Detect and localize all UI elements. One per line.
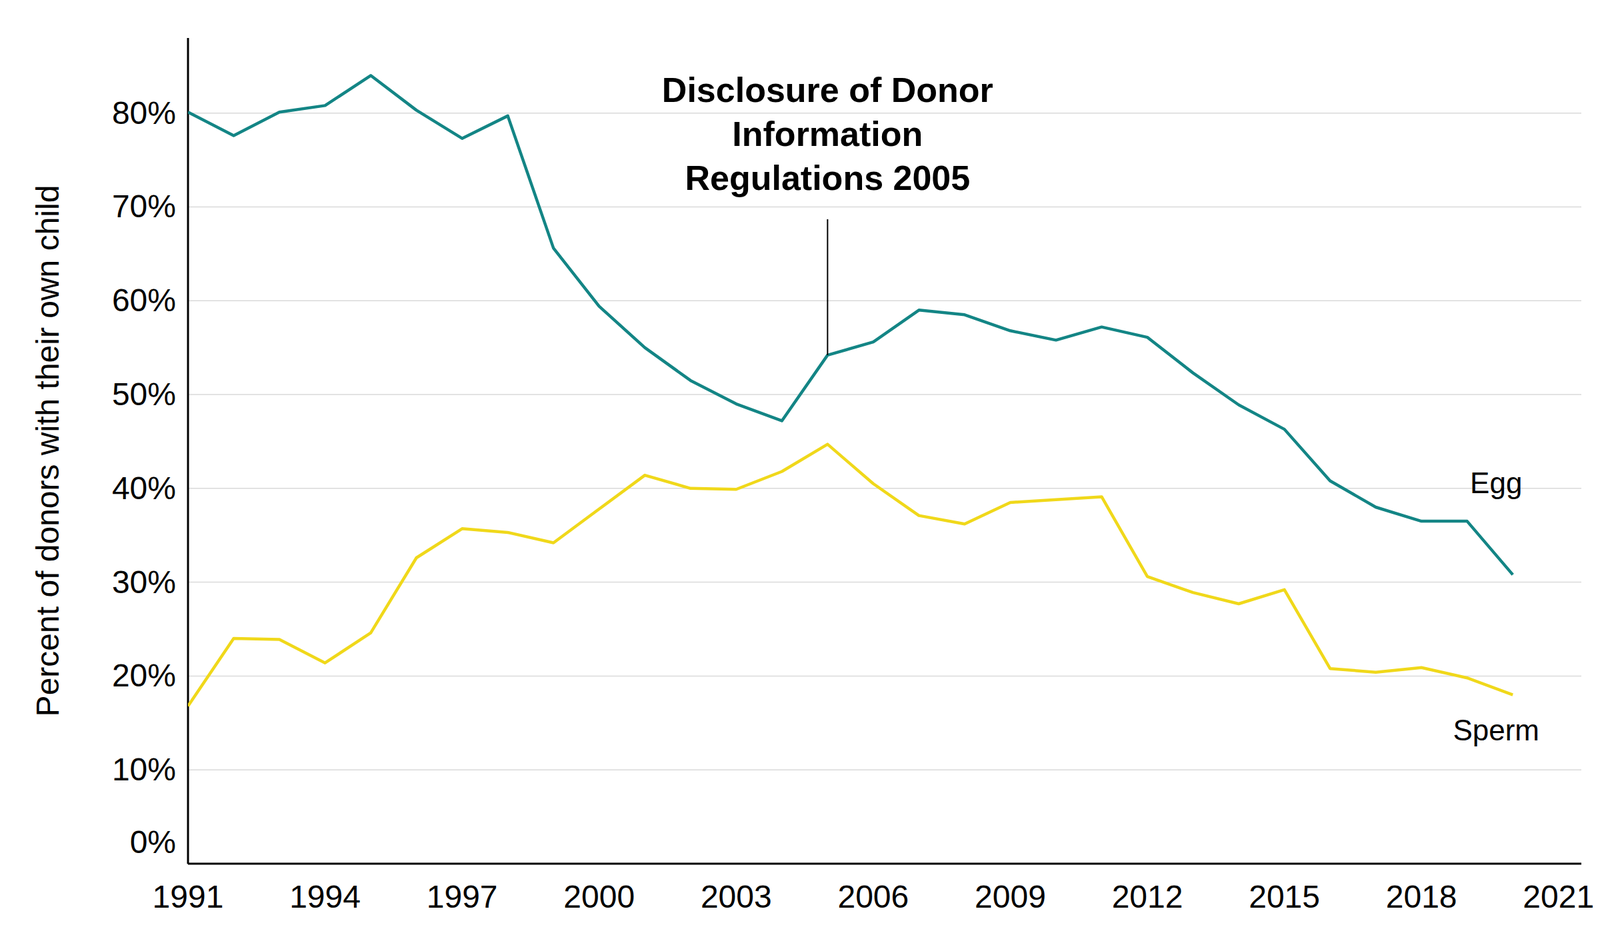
plot-area: [188, 75, 1513, 706]
y-tick-label: 40%: [112, 470, 176, 506]
grid-line: [188, 488, 1582, 490]
annotation-text: Disclosure of Donor: [662, 70, 994, 110]
x-tick-label: 1991: [152, 879, 224, 915]
y-tick-label: 60%: [112, 282, 176, 318]
series-label: Sperm: [1452, 714, 1540, 747]
annotation-line: [826, 219, 828, 356]
y-tick-label: 50%: [112, 376, 176, 412]
y-tick-label: 0%: [130, 824, 176, 860]
y-tick-label: 10%: [112, 752, 176, 788]
y-tick-label: 70%: [112, 188, 176, 224]
series-label: Egg: [1470, 466, 1522, 500]
y-tick-label: 20%: [112, 658, 176, 694]
grid-line: [188, 769, 1582, 771]
x-tick-label: 1994: [289, 879, 361, 915]
x-tick-label: 2012: [1112, 879, 1184, 915]
grid-line: [188, 112, 1582, 114]
grid-line: [188, 394, 1582, 396]
x-tick-label: 1997: [426, 879, 498, 915]
y-tick-label: 80%: [112, 95, 176, 131]
grid-line: [188, 300, 1582, 302]
grid-line: [188, 863, 1582, 865]
x-tick-label: 2018: [1386, 879, 1458, 915]
x-tick-label: 2006: [837, 879, 909, 915]
x-tick-label: 2003: [700, 879, 772, 915]
grid-line: [188, 676, 1582, 678]
y-axis: [187, 38, 190, 864]
x-tick-label: 2000: [563, 879, 635, 915]
x-tick-label: 2009: [974, 879, 1046, 915]
series-line: [188, 444, 1513, 707]
x-tick-label: 2021: [1522, 879, 1594, 915]
annotation-text: Regulations 2005: [684, 158, 970, 198]
series-line: [188, 75, 1513, 575]
grid-line: [188, 206, 1582, 208]
y-tick-label: 30%: [112, 564, 176, 600]
y-axis-label: Percent of donors with their own child: [30, 185, 66, 718]
x-tick-label: 2015: [1248, 879, 1320, 915]
chart: 0% 10% 20% 30% 40% 50% 60% 70% 80% 1991 1994 1997 20…: [0, 0, 1600, 933]
x-axis: [188, 863, 1582, 866]
grid-line: [188, 582, 1582, 584]
annotation-text: Information: [732, 114, 923, 154]
